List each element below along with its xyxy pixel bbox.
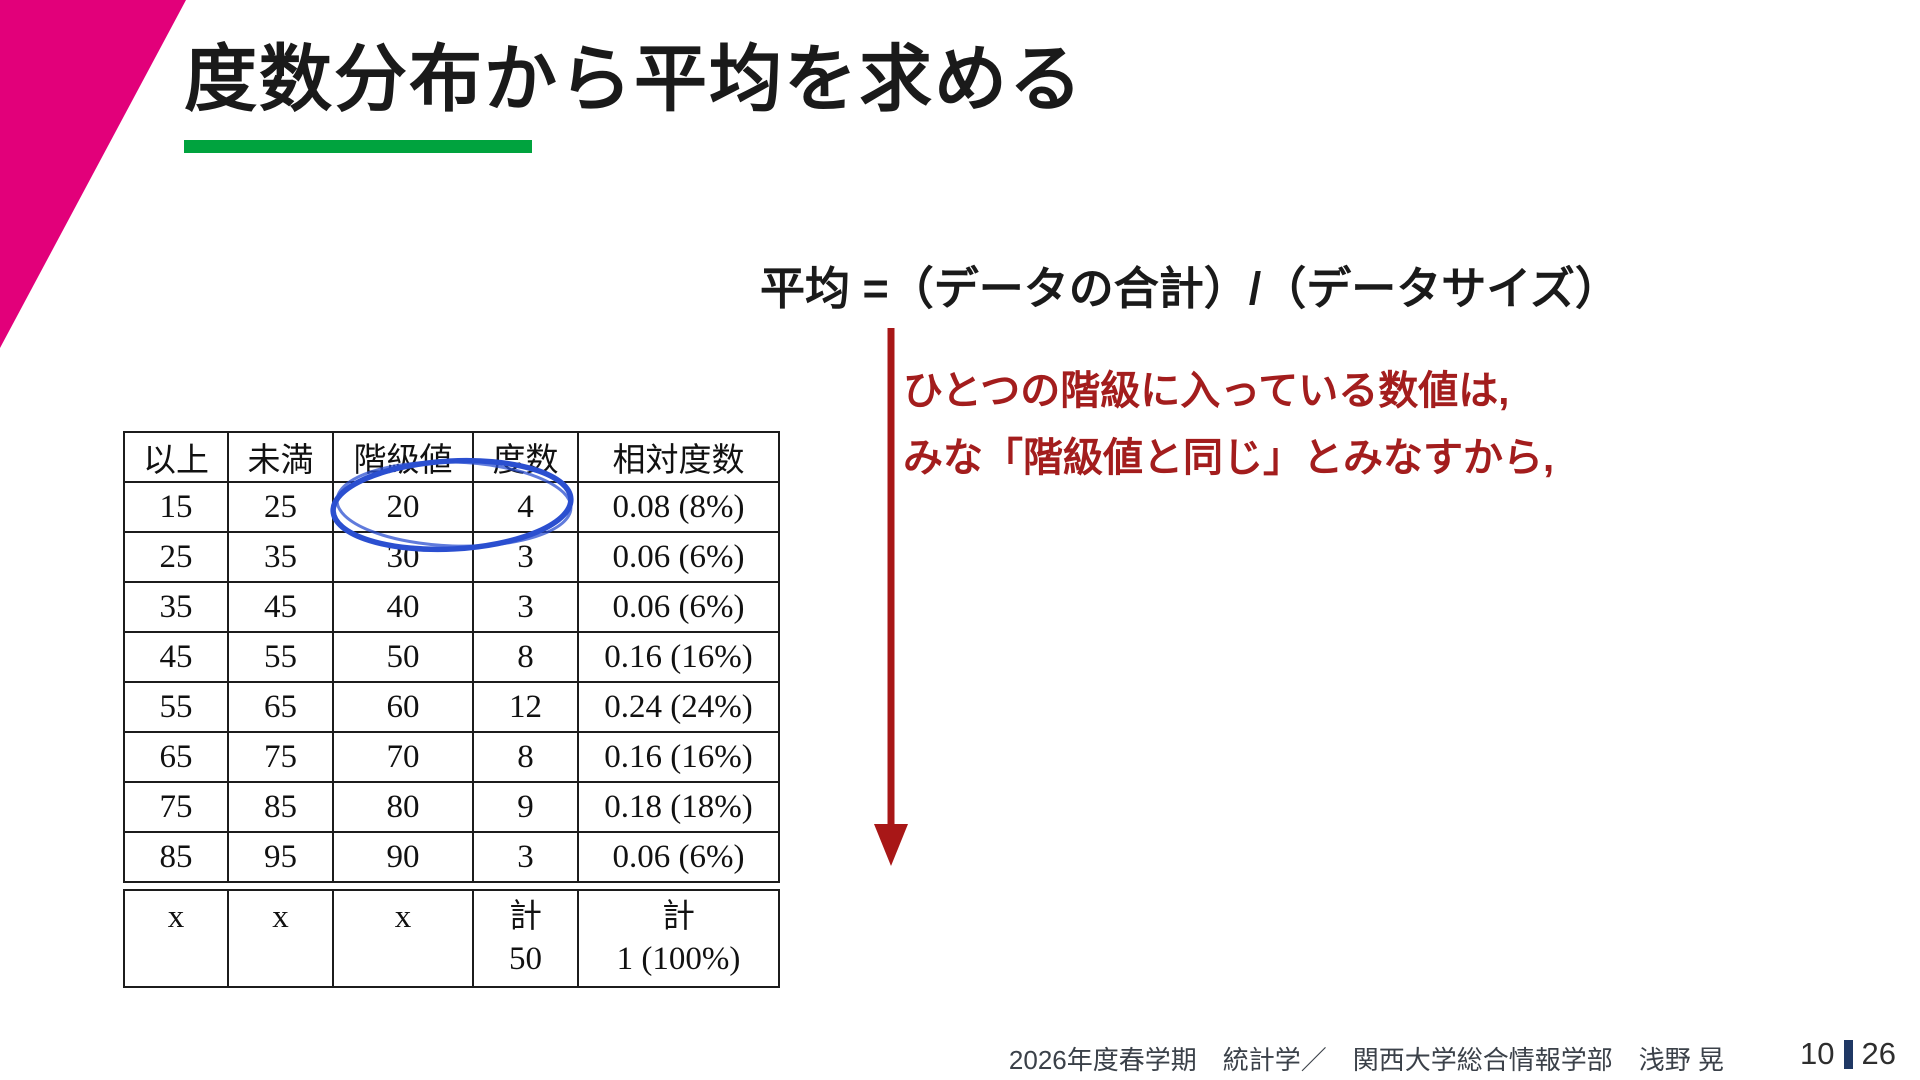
data-cell: 20	[332, 481, 474, 533]
data-cell: 0.08 (8%)	[577, 481, 780, 533]
header-cell: 未満	[227, 431, 334, 483]
table-row: 75 85 80 9 0.18 (18%)	[123, 781, 780, 833]
data-cell: 75	[227, 731, 334, 783]
data-cell: 80	[332, 781, 474, 833]
data-cell: 8	[472, 731, 579, 783]
page-title: 度数分布から平均を求める	[184, 39, 1084, 120]
data-cell: 55	[123, 681, 229, 733]
data-cell: 3	[472, 831, 579, 883]
data-cell: 30	[332, 531, 474, 583]
summary-cell: 計 1 (100%)	[577, 889, 780, 988]
data-cell: 90	[332, 831, 474, 883]
summary-cell: 計 50	[472, 889, 579, 988]
table-row: 85 95 90 3 0.06 (6%)	[123, 831, 780, 883]
summary-cell-line1: 計	[662, 899, 695, 935]
summary-cell-line1: x	[394, 899, 412, 935]
summary-cell-line2: 1 (100%)	[616, 941, 741, 977]
data-cell: 25	[123, 531, 229, 583]
corner-triangle-decoration	[0, 0, 186, 348]
data-cell: 0.16 (16%)	[577, 631, 780, 683]
data-cell: 45	[123, 631, 229, 683]
data-cell: 35	[227, 531, 334, 583]
data-cell: 85	[123, 831, 229, 883]
summary-cell-line1: x	[272, 899, 289, 935]
table-row: 55 65 60 12 0.24 (24%)	[123, 681, 780, 733]
data-cell: 3	[472, 531, 579, 583]
page-separator-bar	[1843, 1039, 1853, 1069]
data-cell: 25	[227, 481, 334, 533]
title-underline	[184, 140, 532, 153]
summary-row: x x x 計 50 計 1 (100%)	[123, 889, 780, 988]
data-cell: 60	[332, 681, 474, 733]
summary-cell-line2: 50	[509, 941, 542, 977]
table-header-row: 以上 未満 階級値 度数 相対度数	[123, 431, 780, 483]
data-cell: 9	[472, 781, 579, 833]
header-cell: 階級値	[332, 431, 474, 483]
data-cell: 12	[472, 681, 579, 733]
header-cell: 以上	[123, 431, 229, 483]
data-cell: 0.16 (16%)	[577, 731, 780, 783]
mean-formula-text: 平均 =（データの合計）/（データサイズ）	[760, 263, 1620, 314]
data-cell: 15	[123, 481, 229, 533]
table-row: 65 75 70 8 0.16 (16%)	[123, 731, 780, 783]
data-cell: 3	[472, 581, 579, 633]
note-text: ひとつの階級に入っている数値は, みな「階級値と同じ」とみなすから,	[903, 358, 1554, 492]
footer-course-text: 2026年度春学期 統計学／ 関西大学総合情報学部 浅野 晃	[1008, 1045, 1724, 1075]
page-indicator: 10 26	[1800, 1036, 1896, 1072]
note-line-2: みな「階級値と同じ」とみなすから,	[903, 436, 1555, 480]
data-cell: 85	[227, 781, 334, 833]
footer: 2026年度春学期 統計学／ 関西大学総合情報学部 浅野 晃 10 26	[0, 1036, 1920, 1076]
table-row: 45 55 50 8 0.16 (16%)	[123, 631, 780, 683]
data-cell: 0.06 (6%)	[577, 531, 780, 583]
data-cell: 0.24 (24%)	[577, 681, 780, 733]
data-cell: 0.06 (6%)	[577, 581, 780, 633]
note-line-1: ひとつの階級に入っている数値は,	[903, 369, 1510, 413]
data-cell: 45	[227, 581, 334, 633]
summary-cell-line1: 計	[509, 899, 542, 935]
data-cell: 35	[123, 581, 229, 633]
data-cell: 75	[123, 781, 229, 833]
data-cell: 0.06 (6%)	[577, 831, 780, 883]
data-cell: 55	[227, 631, 334, 683]
data-cell: 65	[123, 731, 229, 783]
summary-cell: x	[332, 889, 474, 988]
data-cell: 70	[332, 731, 474, 783]
header-cell: 度数	[472, 431, 579, 483]
page-current: 10	[1800, 1036, 1835, 1071]
data-cell: 50	[332, 631, 474, 683]
data-cell: 65	[227, 681, 334, 733]
down-arrow-icon	[874, 328, 908, 866]
header-cell: 相対度数	[577, 431, 780, 483]
data-cell: 40	[332, 581, 474, 633]
table-row: 15 25 20 4 0.08 (8%)	[123, 481, 780, 533]
summary-table: x x x 計 50 計 1 (100%)	[123, 889, 780, 988]
frequency-table-body: 15 25 20 4 0.08 (8%) 25 35 30 3 0.06 (6%) 35 45 40 3 0…	[123, 481, 780, 883]
summary-cell: x	[227, 889, 334, 988]
data-cell: 4	[472, 481, 579, 533]
data-cell: 0.18 (18%)	[577, 781, 780, 833]
table-row: 25 35 30 3 0.06 (6%)	[123, 531, 780, 583]
table-row: 35 45 40 3 0.06 (6%)	[123, 581, 780, 633]
summary-cell-line1: x	[167, 899, 185, 935]
data-cell: 8	[472, 631, 579, 683]
data-cell: 95	[227, 831, 334, 883]
summary-cell: x	[123, 889, 229, 988]
frequency-table: 以上 未満 階級値 度数 相対度数 15 25 20 4 0.08 (8%) 25 35 30 3 0.0…	[123, 431, 780, 883]
page-total: 26	[1861, 1036, 1896, 1071]
